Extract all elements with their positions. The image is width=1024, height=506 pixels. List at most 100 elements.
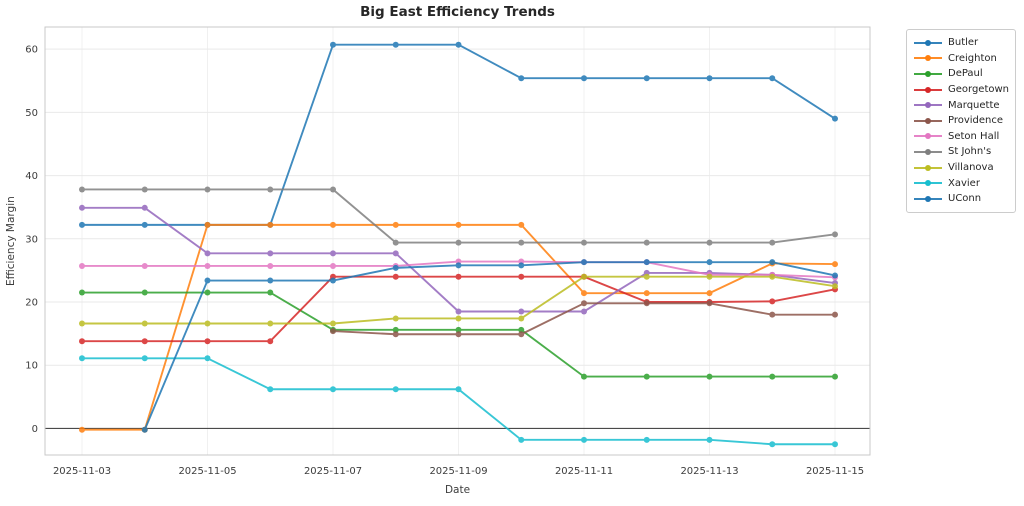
data-point-villanova	[832, 283, 838, 290]
data-point-georgetown	[455, 273, 462, 280]
data-point-villanova	[455, 315, 462, 322]
y-tick-label: 50	[25, 108, 38, 119]
data-point-depaul	[79, 289, 85, 296]
data-point-georgetown	[392, 273, 399, 280]
legend-swatch-depaul	[914, 70, 942, 78]
data-point-villanova	[204, 320, 211, 327]
data-point-villanova	[141, 320, 148, 327]
data-point-st-john-s	[267, 186, 274, 193]
data-point-creighton	[330, 221, 336, 228]
data-point-butler	[643, 75, 650, 82]
data-point-st-john-s	[769, 239, 776, 246]
data-point-xavier	[330, 386, 336, 393]
legend-label: Xavier	[948, 177, 980, 189]
y-tick-label: 20	[25, 298, 38, 309]
legend-label: Marquette	[948, 99, 1000, 111]
data-point-depaul	[455, 326, 462, 333]
x-tick-label: 2025-11-13	[680, 466, 738, 477]
data-point-villanova	[267, 320, 274, 327]
data-point-georgetown	[204, 338, 211, 345]
data-point-marquette	[330, 250, 336, 257]
data-point-depaul	[518, 326, 525, 333]
legend-item-butler: Butler	[914, 35, 1008, 51]
data-point-uconn	[643, 259, 650, 266]
data-point-xavier	[392, 386, 399, 393]
data-point-seton-hall	[267, 262, 274, 269]
data-point-st-john-s	[204, 186, 211, 193]
data-point-butler	[706, 75, 713, 82]
data-point-depaul	[204, 289, 211, 296]
data-point-uconn	[267, 277, 274, 284]
data-point-uconn	[518, 262, 525, 269]
data-point-butler	[769, 75, 776, 82]
data-point-seton-hall	[141, 262, 148, 269]
data-point-uconn	[330, 277, 336, 284]
data-point-uconn	[141, 426, 148, 433]
data-point-providence	[330, 328, 336, 335]
legend-item-georgetown: Georgetown	[914, 82, 1009, 98]
legend-swatch-seton-hall	[914, 132, 942, 140]
data-point-marquette	[141, 204, 148, 211]
legend-dot-icon	[925, 133, 931, 140]
data-point-uconn	[204, 277, 211, 284]
legend-label: Seton Hall	[948, 130, 1000, 142]
data-point-xavier	[455, 386, 462, 393]
data-point-st-john-s	[79, 186, 85, 193]
data-point-providence	[392, 331, 399, 338]
data-point-providence	[518, 331, 525, 338]
data-point-villanova	[79, 320, 85, 327]
data-point-xavier	[518, 436, 525, 443]
legend-dot-icon	[925, 164, 931, 171]
legend-item-creighton: Creighton	[914, 51, 1008, 67]
data-point-marquette	[581, 308, 587, 315]
data-point-xavier	[643, 436, 650, 443]
legend-swatch-marquette	[914, 101, 942, 109]
data-point-butler	[455, 41, 462, 48]
x-tick-label: 2025-11-09	[429, 466, 487, 477]
data-point-villanova	[769, 273, 776, 280]
legend-dot-icon	[925, 180, 931, 187]
legend-label: St John's	[948, 146, 992, 158]
data-point-st-john-s	[832, 231, 838, 238]
data-point-depaul	[392, 326, 399, 333]
legend-item-villanova: Villanova	[914, 160, 1008, 176]
data-point-villanova	[706, 273, 713, 280]
legend-swatch-butler	[914, 39, 942, 47]
legend-swatch-georgetown	[914, 86, 942, 94]
legend-item-providence: Providence	[914, 113, 1008, 129]
data-point-depaul	[581, 373, 587, 380]
data-point-providence	[455, 331, 462, 338]
data-point-st-john-s	[518, 239, 525, 246]
data-point-st-john-s	[706, 239, 713, 246]
data-point-georgetown	[518, 273, 525, 280]
y-tick-label: 10	[25, 361, 38, 372]
data-point-creighton	[79, 426, 85, 433]
legend-dot-icon	[925, 195, 931, 202]
data-point-depaul	[267, 289, 274, 296]
data-point-creighton	[455, 221, 462, 228]
data-point-depaul	[643, 373, 650, 380]
x-tick-label: 2025-11-03	[53, 466, 111, 477]
legend-label: Butler	[948, 37, 979, 49]
data-point-georgetown	[79, 338, 85, 345]
data-point-marquette	[518, 308, 525, 315]
legend-dot-icon	[925, 55, 931, 62]
data-point-st-john-s	[392, 239, 399, 246]
legend-label: Villanova	[948, 162, 994, 174]
legend-dot-icon	[925, 86, 931, 93]
data-point-depaul	[706, 373, 713, 380]
data-point-butler	[518, 75, 525, 82]
y-tick-label: 40	[25, 171, 38, 182]
legend-item-uconn: UConn	[914, 191, 1008, 207]
data-point-st-john-s	[330, 186, 336, 193]
data-point-st-john-s	[141, 186, 148, 193]
legend-label: Providence	[948, 115, 1004, 127]
data-point-butler	[581, 75, 587, 82]
axes-spines	[44, 26, 871, 456]
data-point-creighton	[832, 261, 838, 268]
data-point-marquette	[392, 250, 399, 257]
data-point-creighton	[518, 221, 525, 228]
data-point-butler	[832, 115, 838, 122]
